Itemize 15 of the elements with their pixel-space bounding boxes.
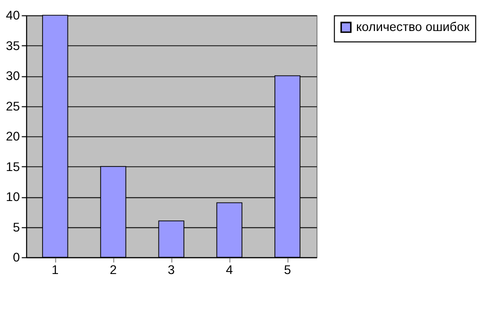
x-tick-label: 1 — [52, 263, 59, 278]
y-tick-label: 35 — [6, 38, 20, 53]
x-tick-label: 5 — [284, 263, 291, 278]
legend-label: количество ошибок — [356, 20, 470, 34]
x-tick-label: 4 — [226, 263, 233, 278]
y-tick-label: 20 — [6, 130, 20, 144]
x-tick-label: 2 — [110, 263, 117, 278]
y-tick-label: 30 — [6, 69, 20, 84]
y-tick-label: 40 — [6, 8, 20, 23]
x-tick-label: 3 — [168, 263, 175, 278]
y-tick-label: 25 — [6, 99, 20, 114]
y-tick-label: 0 — [12, 250, 20, 265]
y-tick-label: 5 — [12, 220, 20, 234]
y-tick-label: 10 — [6, 190, 20, 204]
y-tick-label: 15 — [6, 160, 20, 174]
